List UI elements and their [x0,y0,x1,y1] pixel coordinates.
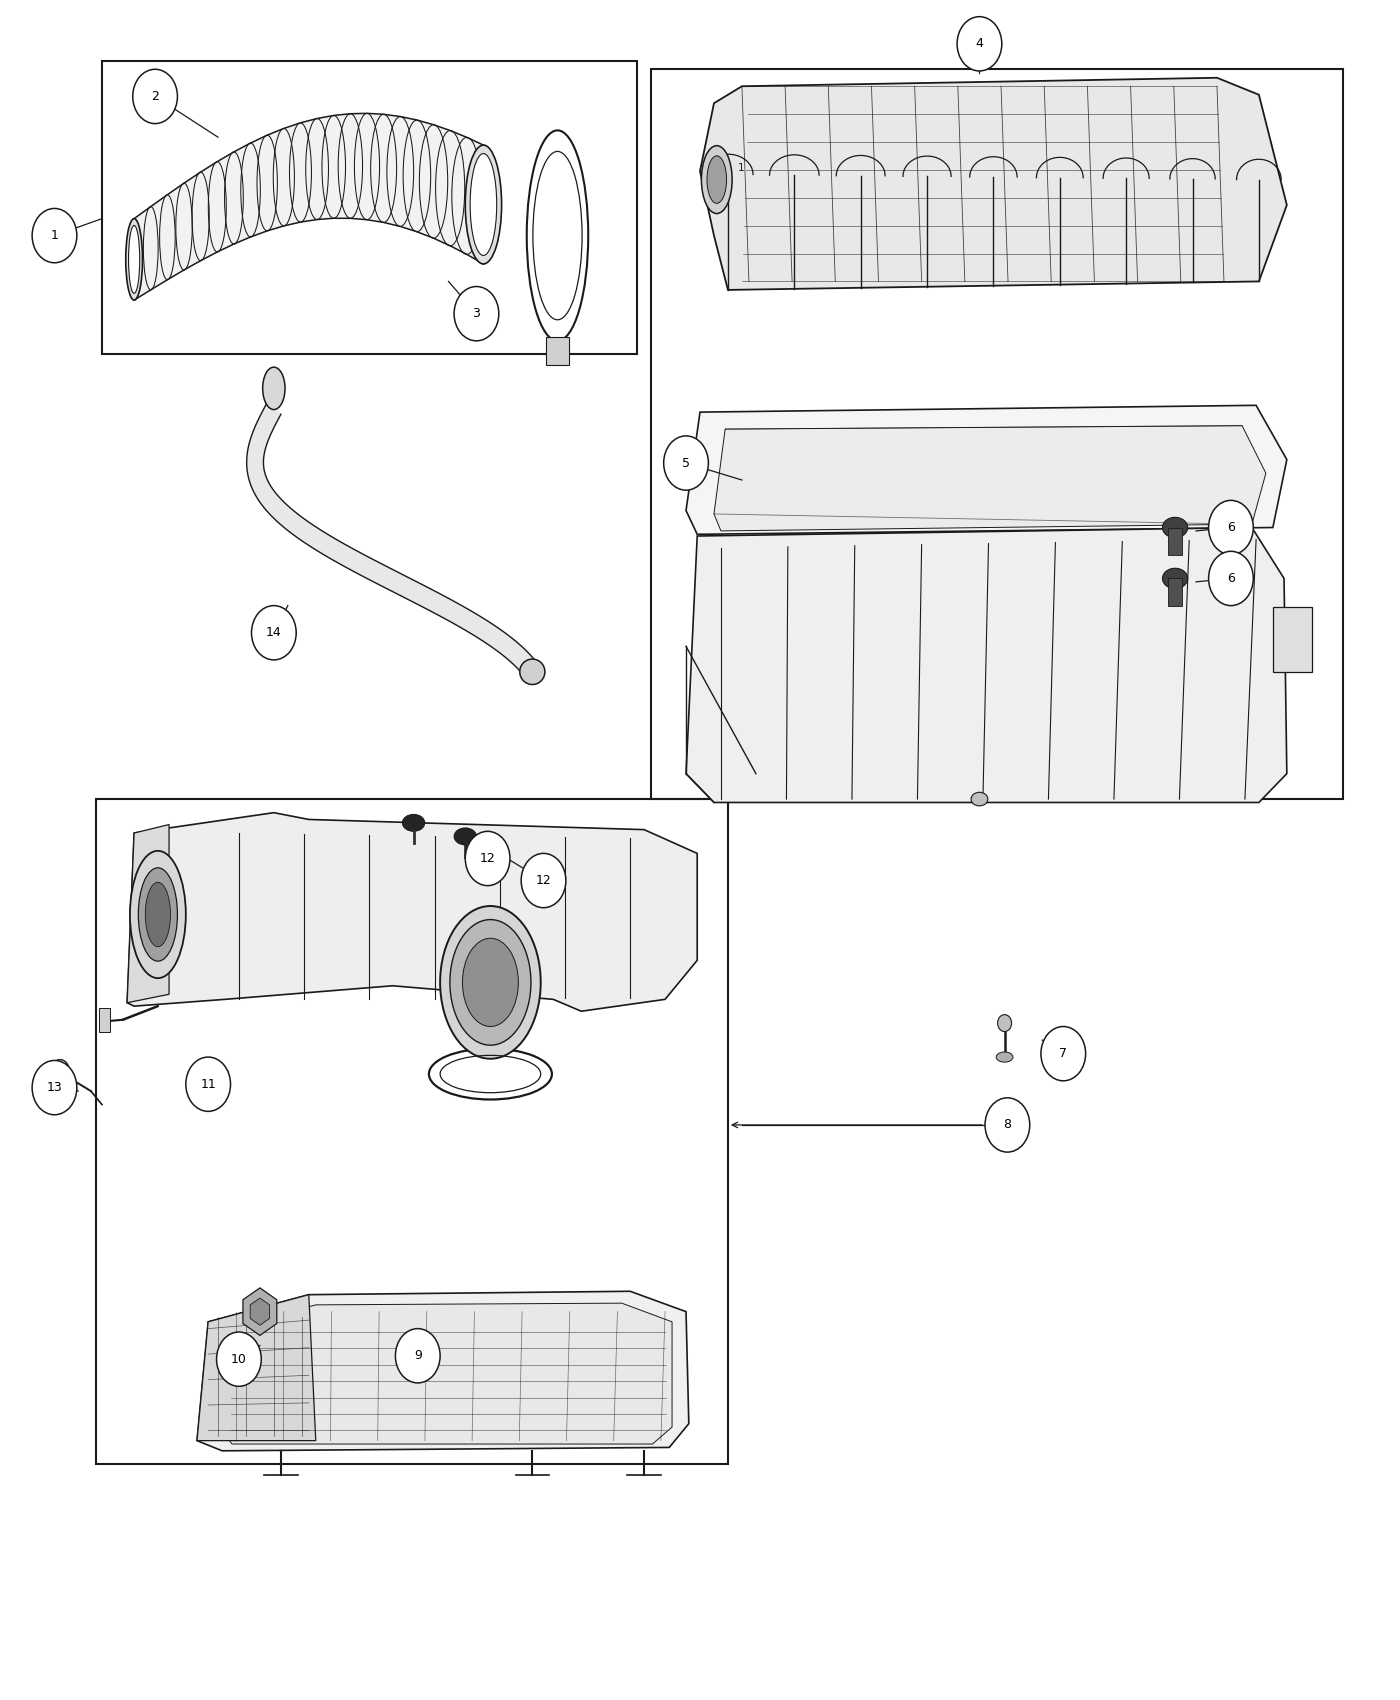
Text: 10: 10 [231,1353,246,1365]
Ellipse shape [449,920,531,1046]
Ellipse shape [519,660,545,685]
Ellipse shape [146,882,171,947]
Ellipse shape [972,792,988,806]
Ellipse shape [1162,568,1187,588]
Ellipse shape [50,1059,69,1081]
Circle shape [664,435,708,490]
Text: 12: 12 [536,874,552,887]
Text: 5: 5 [682,457,690,469]
Polygon shape [246,403,539,678]
Ellipse shape [129,226,140,294]
Text: 13: 13 [46,1081,63,1095]
Bar [1168,578,1182,605]
Polygon shape [686,405,1287,534]
Bar [1168,527,1182,554]
Ellipse shape [707,156,727,204]
Ellipse shape [465,144,501,264]
Circle shape [252,605,297,660]
Bar [97,799,728,1464]
Circle shape [454,287,498,340]
Text: 4: 4 [976,37,983,51]
Circle shape [217,1333,262,1385]
Bar [546,337,568,364]
Polygon shape [686,527,1287,802]
Circle shape [32,1061,77,1115]
Bar [651,70,1343,799]
Ellipse shape [139,867,178,960]
Polygon shape [197,1295,316,1440]
Text: 9: 9 [414,1350,421,1362]
Polygon shape [700,78,1287,291]
Circle shape [133,70,178,124]
Text: 7: 7 [1060,1047,1067,1061]
Text: 1: 1 [50,230,59,241]
Text: 6: 6 [1226,571,1235,585]
Ellipse shape [263,367,286,410]
Text: 1: 1 [738,163,745,173]
Circle shape [186,1057,231,1112]
Text: 8: 8 [1004,1119,1011,1132]
Circle shape [1042,1027,1085,1081]
Bar [99,1008,111,1032]
Circle shape [986,1098,1030,1153]
Ellipse shape [701,146,732,214]
Ellipse shape [440,906,540,1059]
Circle shape [395,1329,440,1382]
Text: 6: 6 [1226,520,1235,534]
Ellipse shape [402,814,424,831]
Circle shape [958,17,1002,71]
Bar [102,61,637,354]
Circle shape [1208,551,1253,605]
Ellipse shape [130,850,186,977]
Text: 3: 3 [473,308,480,320]
Text: 11: 11 [200,1078,216,1091]
Polygon shape [134,114,483,301]
Text: 14: 14 [266,626,281,639]
Ellipse shape [462,938,518,1027]
Polygon shape [127,824,169,1003]
Bar [1273,607,1312,672]
Circle shape [521,853,566,908]
Ellipse shape [533,151,582,320]
Ellipse shape [126,219,143,301]
Ellipse shape [454,828,476,845]
Ellipse shape [997,1052,1014,1062]
Ellipse shape [1162,517,1187,537]
Text: 2: 2 [151,90,160,104]
Polygon shape [197,1292,689,1450]
Polygon shape [223,1304,672,1443]
Text: 12: 12 [480,852,496,865]
Circle shape [465,831,510,886]
Circle shape [32,209,77,264]
Ellipse shape [998,1015,1012,1032]
Polygon shape [127,813,697,1012]
Polygon shape [714,425,1266,530]
Circle shape [1208,500,1253,554]
Ellipse shape [470,153,497,255]
